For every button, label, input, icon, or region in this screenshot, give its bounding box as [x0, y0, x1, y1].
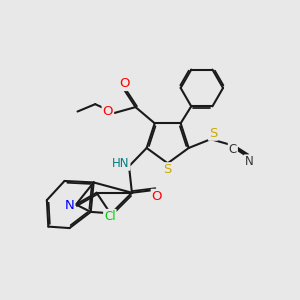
Text: O: O — [119, 77, 130, 90]
Text: S: S — [164, 163, 172, 176]
Text: S: S — [209, 127, 217, 140]
Text: Cl: Cl — [104, 210, 116, 223]
Text: O: O — [103, 105, 113, 118]
Text: N: N — [245, 155, 254, 168]
Text: C: C — [229, 143, 237, 156]
Text: HN: HN — [112, 157, 130, 170]
Text: N: N — [64, 200, 74, 212]
Text: O: O — [152, 190, 162, 203]
